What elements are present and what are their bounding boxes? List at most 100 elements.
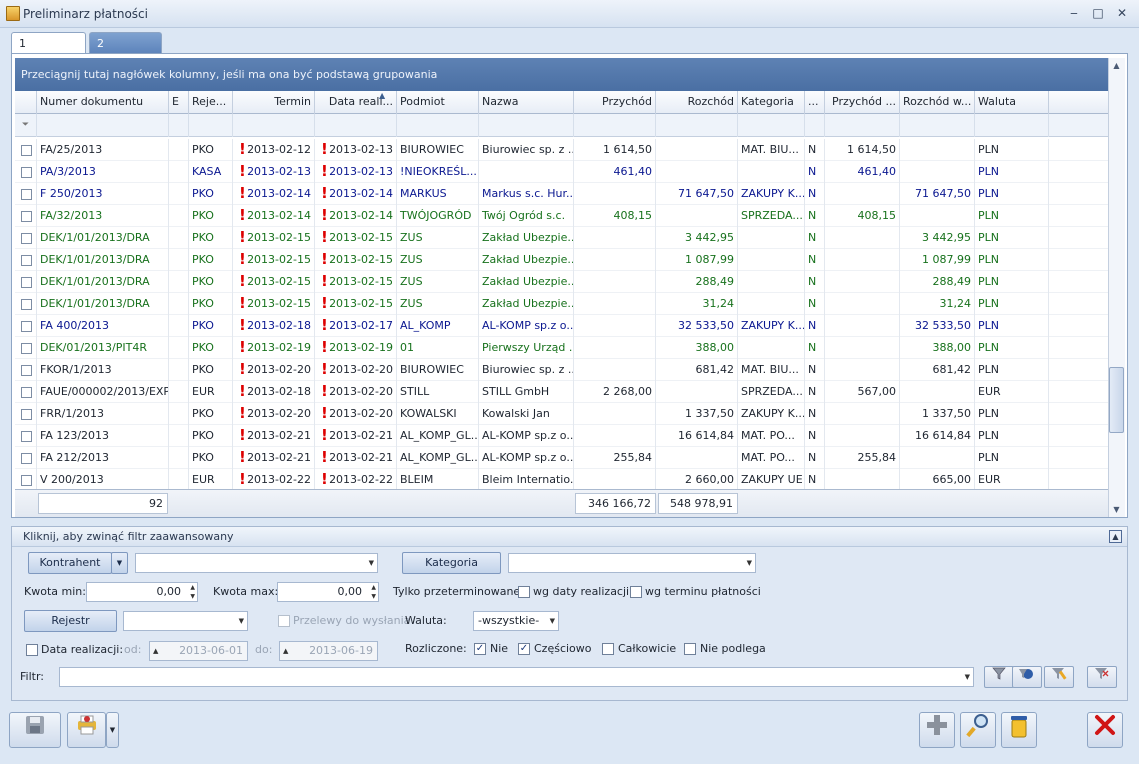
row-checkbox[interactable] bbox=[21, 255, 32, 266]
header-col-numer[interactable]: Numer dokumentu bbox=[37, 91, 169, 114]
add-button[interactable] bbox=[919, 712, 955, 748]
row-checkbox[interactable] bbox=[21, 233, 32, 244]
row-checkbox[interactable] bbox=[21, 299, 32, 310]
row-checkbox[interactable] bbox=[21, 145, 32, 156]
header-col-podmiot[interactable]: Podmiot bbox=[397, 91, 479, 114]
filter-cell-col-przychod-w[interactable] bbox=[825, 114, 900, 137]
filter-cell-col-waluta[interactable] bbox=[975, 114, 1049, 137]
row-checkbox[interactable] bbox=[21, 409, 32, 420]
spinner-icon[interactable]: ▲ ▼ bbox=[371, 584, 376, 600]
filter-cell-col-termin[interactable] bbox=[233, 114, 315, 137]
wg-terminu-checkbox[interactable] bbox=[630, 586, 642, 598]
group-by-area[interactable]: Przeciągnij tutaj nagłówek kolumny, jeśl… bbox=[15, 58, 1108, 91]
spinner-icon[interactable]: ▲ ▼ bbox=[190, 584, 195, 600]
advanced-filter-icon[interactable] bbox=[1012, 666, 1042, 688]
wg-daty-checkbox[interactable] bbox=[518, 586, 530, 598]
print-button[interactable] bbox=[67, 712, 106, 748]
filter-builder-icon[interactable] bbox=[1044, 666, 1074, 688]
filter-cell-col-numer[interactable] bbox=[37, 114, 169, 137]
row-checkbox[interactable] bbox=[21, 365, 32, 376]
header-col-przychod-w[interactable]: Przychód ... bbox=[825, 91, 900, 114]
calkowicie-checkbox[interactable] bbox=[602, 643, 614, 655]
header-col-przychod[interactable]: Przychód bbox=[574, 91, 656, 114]
header-col-rejestr[interactable]: Reje... bbox=[189, 91, 233, 114]
czesciowo-checkbox[interactable]: ✓ bbox=[518, 643, 530, 655]
filter-cell-col-rozchod-w[interactable] bbox=[900, 114, 975, 137]
filter-panel-header[interactable]: Kliknij, aby zwinąć filtr zaawansowany bbox=[12, 527, 1127, 547]
row-checkbox[interactable] bbox=[21, 453, 32, 464]
grid-filter-row[interactable]: ⏷ bbox=[15, 114, 1108, 137]
table-row[interactable]: DEK/1/01/2013/DRA PKO! 2013-02-15! 2013-02-… bbox=[15, 227, 1108, 249]
row-checkbox[interactable] bbox=[21, 475, 32, 486]
data-realizacji-checkbox[interactable] bbox=[26, 644, 38, 656]
table-row[interactable]: V 200/2013 EUR! 2013-02-22! 2013-02-22 BLEIM… bbox=[15, 469, 1108, 489]
kategoria-button[interactable]: Kategoria bbox=[402, 552, 501, 574]
kwota-min-input[interactable]: 0,00 ▲ ▼ bbox=[86, 582, 198, 602]
filter-cell-col-podmiot[interactable] bbox=[397, 114, 479, 137]
filter-cell-col-nazwa[interactable] bbox=[479, 114, 574, 137]
do-date-input[interactable]: ▲ 2013-06-19 bbox=[279, 641, 378, 661]
collapse-filter-icon[interactable]: ▲ bbox=[1109, 530, 1122, 543]
table-row[interactable]: FA 123/2013 PKO! 2013-02-21! 2013-02-21 AL_K… bbox=[15, 425, 1108, 447]
row-checkbox[interactable] bbox=[21, 211, 32, 222]
rejestr-combo[interactable]: ▼ bbox=[123, 611, 248, 631]
table-row[interactable]: FAUE/000002/2013/EXP EUR! 2013-02-18! 2013-… bbox=[15, 381, 1108, 403]
minimize-button[interactable]: ‒ bbox=[1070, 6, 1078, 20]
filter-row-icon[interactable]: ⏷ bbox=[15, 114, 37, 137]
tab-preliminarz[interactable]: 1 Preliminarz bbox=[11, 32, 86, 71]
save-button[interactable] bbox=[9, 712, 61, 748]
table-row[interactable]: FA/25/2013 PKO! 2013-02-12! 2013-02-13 BIURO… bbox=[15, 139, 1108, 161]
table-row[interactable]: PA/3/2013 KASA! 2013-02-13! 2013-02-13 !NIEO… bbox=[15, 161, 1108, 183]
header-col-rozchod-w[interactable]: Rozchód w... bbox=[900, 91, 975, 114]
nie-checkbox[interactable]: ✓ bbox=[474, 643, 486, 655]
table-row[interactable]: FRR/1/2013 PKO! 2013-02-20! 2013-02-20 KOWAL… bbox=[15, 403, 1108, 425]
table-row[interactable]: DEK/1/01/2013/DRA PKO! 2013-02-15! 2013-02-… bbox=[15, 249, 1108, 271]
kategoria-combo[interactable]: ▼ bbox=[508, 553, 756, 573]
filter-cell-col-przychod[interactable] bbox=[574, 114, 656, 137]
header-col-data-realizacji[interactable]: Data reali... bbox=[315, 91, 397, 114]
table-row[interactable]: FA 400/2013 PKO! 2013-02-18! 2013-02-17 AL_K… bbox=[15, 315, 1108, 337]
table-row[interactable]: F 250/2013 PKO! 2013-02-14! 2013-02-14 MARKU… bbox=[15, 183, 1108, 205]
row-checkbox[interactable] bbox=[21, 321, 32, 332]
table-row[interactable]: FA/32/2013 PKO! 2013-02-14! 2013-02-14 TWÓJO… bbox=[15, 205, 1108, 227]
waluta-combo[interactable]: -wszystkie- ▼ bbox=[473, 611, 559, 631]
nie-podlega-checkbox[interactable] bbox=[684, 643, 696, 655]
table-row[interactable]: DEK/1/01/2013/DRA PKO! 2013-02-15! 2013-02-… bbox=[15, 271, 1108, 293]
filter-cell-col-e[interactable] bbox=[169, 114, 189, 137]
przelewy-checkbox[interactable] bbox=[278, 615, 290, 627]
scrollbar-thumb[interactable] bbox=[1109, 367, 1124, 433]
rejestr-button[interactable]: Rejestr bbox=[24, 610, 117, 632]
table-row[interactable]: FA 212/2013 PKO! 2013-02-21! 2013-02-21 AL_K… bbox=[15, 447, 1108, 469]
edit-button[interactable] bbox=[960, 712, 996, 748]
table-row[interactable]: DEK/01/2013/PIT4R PKO! 2013-02-19! 2013-02-… bbox=[15, 337, 1108, 359]
row-checkbox[interactable] bbox=[21, 277, 32, 288]
row-checkbox[interactable] bbox=[21, 189, 32, 200]
apply-filter-icon[interactable] bbox=[984, 666, 1014, 688]
filter-cell-col-n[interactable] bbox=[805, 114, 825, 137]
header-col-termin[interactable]: Termin bbox=[233, 91, 315, 114]
kontrahent-combo[interactable]: ▼ bbox=[135, 553, 378, 573]
od-date-input[interactable]: ▲ 2013-06-01 bbox=[149, 641, 248, 661]
filter-cell-col-rejestr[interactable] bbox=[189, 114, 233, 137]
filtr-input[interactable]: ▼ bbox=[59, 667, 974, 687]
table-row[interactable]: FKOR/1/2013 PKO! 2013-02-20! 2013-02-20 BIUR… bbox=[15, 359, 1108, 381]
header-col-check[interactable] bbox=[15, 91, 37, 114]
close-window-button[interactable]: ✕ bbox=[1116, 6, 1128, 20]
scroll-up-icon[interactable]: ▲ bbox=[1113, 61, 1120, 70]
header-col-n[interactable]: ... bbox=[805, 91, 825, 114]
delete-button[interactable] bbox=[1001, 712, 1037, 748]
row-checkbox[interactable] bbox=[21, 167, 32, 178]
tab-kalendarz[interactable]: 2 Kalendarz bbox=[89, 32, 162, 71]
kontrahent-dropdown-icon[interactable]: ▼ bbox=[111, 552, 128, 574]
header-col-nazwa[interactable]: Nazwa bbox=[479, 91, 574, 114]
row-checkbox[interactable] bbox=[21, 431, 32, 442]
clear-filter-icon[interactable] bbox=[1087, 666, 1117, 688]
filter-cell-col-data-realizacji[interactable] bbox=[315, 114, 397, 137]
kwota-max-input[interactable]: 0,00 ▲ ▼ bbox=[277, 582, 379, 602]
table-row[interactable]: DEK/1/01/2013/DRA PKO! 2013-02-15! 2013-02-… bbox=[15, 293, 1108, 315]
header-col-e[interactable]: E bbox=[169, 91, 189, 114]
header-col-kategoria[interactable]: Kategoria bbox=[738, 91, 805, 114]
vertical-scrollbar[interactable] bbox=[1108, 58, 1125, 517]
header-col-rozchod[interactable]: Rozchód bbox=[656, 91, 738, 114]
scroll-down-icon[interactable]: ▼ bbox=[1113, 505, 1120, 514]
